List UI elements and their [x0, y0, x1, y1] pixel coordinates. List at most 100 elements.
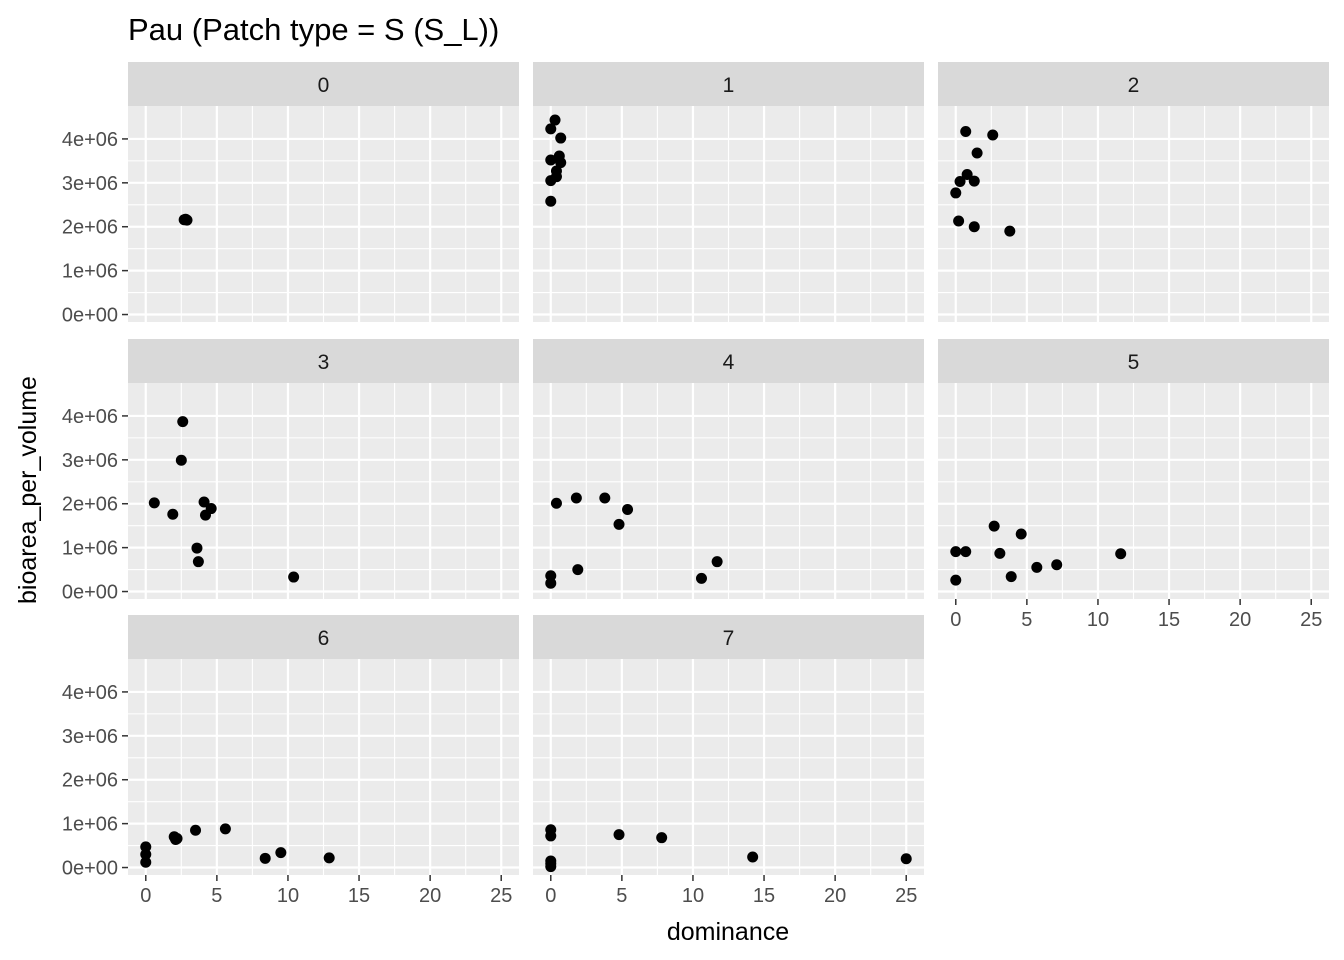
data-point	[181, 214, 193, 226]
facet-panel-6: 6 0e+00 1e+06 2e+06 3e+06 4e+06 0 5 10 15 20 25	[62, 615, 519, 907]
facet-strip-label: 7	[723, 627, 735, 650]
data-point	[545, 123, 557, 135]
data-point	[599, 492, 611, 504]
data-point	[545, 175, 557, 187]
x-tick-label: 20	[1229, 609, 1251, 631]
facet-strip-label: 2	[1128, 74, 1140, 97]
x-tick-label: 5	[1021, 609, 1032, 631]
data-point	[167, 508, 179, 520]
data-point	[191, 542, 203, 554]
data-point	[960, 546, 972, 558]
y-tick-label: 1e+06	[62, 261, 118, 283]
data-point	[1051, 559, 1063, 571]
x-tick-label: 10	[277, 885, 299, 907]
x-axis-title: dominance	[667, 918, 789, 946]
data-point	[988, 520, 1000, 532]
data-point	[968, 221, 980, 233]
data-point	[1015, 528, 1027, 540]
y-tick-label: 1e+06	[62, 814, 118, 836]
data-point	[545, 577, 557, 589]
facet-strip	[128, 62, 519, 106]
data-point	[961, 168, 973, 180]
x-tick-label: 15	[1158, 609, 1180, 631]
facet-strip	[533, 615, 924, 659]
x-tick-label: 0	[545, 885, 556, 907]
data-point	[190, 824, 202, 836]
data-point	[613, 518, 625, 530]
facet-strip	[533, 62, 924, 106]
data-point	[968, 175, 980, 187]
data-point	[550, 497, 562, 509]
data-point	[555, 157, 567, 169]
data-point	[288, 571, 300, 583]
x-tick-label: 20	[419, 885, 441, 907]
data-point	[613, 829, 625, 841]
x-tick-label: 20	[824, 885, 846, 907]
data-point	[950, 187, 962, 199]
data-point	[259, 852, 271, 864]
x-tick-label: 5	[211, 885, 222, 907]
facet-panel-4: 4	[533, 339, 924, 599]
facet-strip	[128, 339, 519, 383]
y-tick-label: 0e+00	[62, 858, 118, 880]
facet-grid: 0 0e+00 1e+06 2e+06 3e+06 4e+06 1 2 3 0e+00 1e+06 2…	[62, 62, 1329, 907]
y-tick-label: 1e+06	[62, 538, 118, 560]
y-tick-label: 3e+06	[62, 450, 118, 472]
facet-strip-label: 4	[723, 351, 735, 374]
x-tick-label: 10	[1087, 609, 1109, 631]
x-tick-label: 5	[616, 885, 627, 907]
data-point	[954, 176, 966, 188]
data-point	[140, 856, 152, 868]
data-point	[198, 496, 210, 508]
facet-panel-5: 5 0 5 10 15 20 25	[938, 339, 1329, 631]
y-tick-label: 4e+06	[62, 682, 118, 704]
x-tick-label: 10	[682, 885, 704, 907]
facet-panel-0: 0 0e+00 1e+06 2e+06 3e+06 4e+06	[62, 62, 519, 327]
facet-strip-label: 3	[318, 351, 330, 374]
y-axis-title: bioarea_per_volume	[14, 376, 42, 604]
x-tick-label: 0	[950, 609, 961, 631]
facet-panel-1: 1	[533, 62, 924, 322]
y-tick-label: 0e+00	[62, 305, 118, 327]
data-point	[148, 497, 160, 509]
data-point	[175, 454, 187, 466]
y-tick-label: 2e+06	[62, 770, 118, 792]
data-point	[1031, 561, 1043, 573]
data-point	[1005, 571, 1017, 583]
y-tick-label: 2e+06	[62, 494, 118, 516]
data-point	[192, 556, 204, 568]
facet-panel-7: 7 0 5 10 15 20 25	[533, 615, 924, 907]
data-point	[747, 851, 759, 863]
data-point	[953, 215, 965, 227]
x-tick-label: 25	[895, 885, 917, 907]
x-tick-label: 15	[753, 885, 775, 907]
data-point	[987, 129, 999, 141]
data-point	[555, 132, 567, 144]
data-point	[140, 848, 152, 860]
data-point	[572, 564, 584, 576]
y-tick-label: 0e+00	[62, 582, 118, 604]
y-tick-label: 4e+06	[62, 129, 118, 151]
facet-strip	[938, 62, 1329, 106]
data-point	[219, 823, 231, 835]
data-point	[545, 861, 557, 873]
data-point	[711, 556, 723, 568]
data-point	[545, 154, 557, 166]
facet-strip-label: 0	[318, 74, 330, 97]
facet-panel-3: 3 0e+00 1e+06 2e+06 3e+06 4e+06	[62, 339, 519, 604]
data-point	[695, 572, 707, 584]
data-point	[177, 416, 189, 428]
data-point	[323, 852, 335, 864]
facet-strip-label: 6	[318, 627, 330, 650]
y-tick-label: 4e+06	[62, 406, 118, 428]
data-point	[199, 509, 211, 521]
data-point	[549, 114, 561, 126]
x-tick-label: 0	[140, 885, 151, 907]
facet-strip	[128, 615, 519, 659]
data-point	[994, 547, 1006, 559]
data-point	[1004, 225, 1016, 237]
data-point	[622, 503, 634, 515]
data-point	[950, 574, 962, 586]
x-tick-label: 15	[348, 885, 370, 907]
